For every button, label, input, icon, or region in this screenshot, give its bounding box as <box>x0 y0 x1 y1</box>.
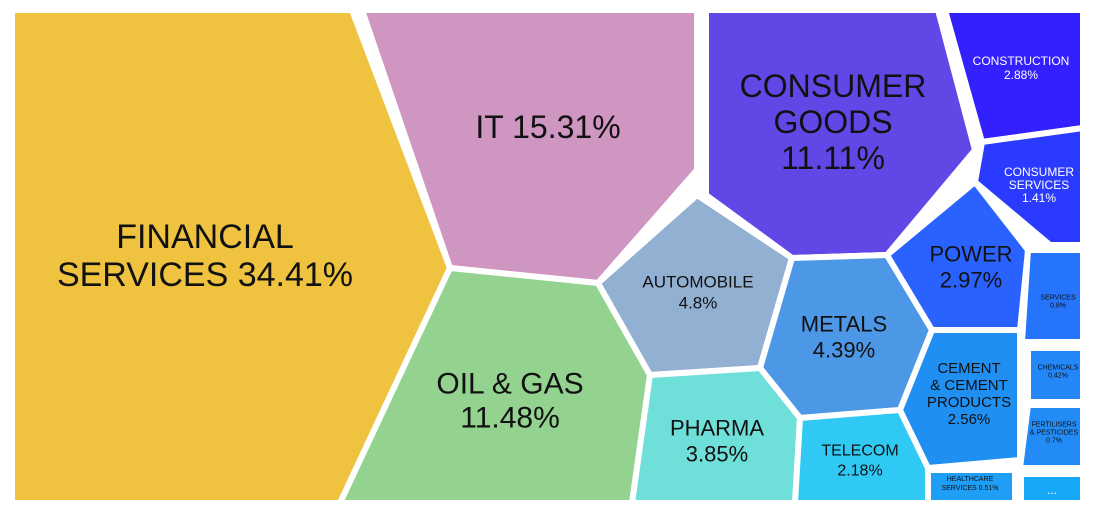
cell-label-fertilisers-and-pesticides-line-1: FERTILISERS <box>1032 421 1077 428</box>
cell-label-pharma-line-2: 3.85% <box>686 442 748 467</box>
cell-label-construction-line-1: CONSTRUCTION <box>973 54 1070 68</box>
cell-more[interactable] <box>1018 471 1086 506</box>
cell-label-pharma-line-1: PHARMA <box>670 416 764 441</box>
cell-label-chemicals-line-2: 0.42% <box>1048 372 1068 379</box>
cell-label-healthcare-services-line-1: HEALTHCARE <box>947 476 994 483</box>
cell-label-fertilisers-and-pesticides-line-3: 0.7% <box>1046 437 1062 444</box>
cell-label-cement-and-cement-products-line-3: PRODUCTS <box>927 394 1011 411</box>
cell-label-consumer-goods-line-3: 11.11% <box>781 140 885 176</box>
cell-fertilisers-and-pesticides[interactable] <box>1017 402 1086 471</box>
cell-label-healthcare-services-line-2: SERVICES 0.51% <box>941 485 998 492</box>
cell-label-services-line-2: 0.8% <box>1050 302 1066 309</box>
cell-label-services-line-1: SERVICES <box>1040 294 1076 301</box>
cell-cement-and-cement-products[interactable] <box>897 327 1023 471</box>
cell-label-automobile-line-1: AUTOMOBILE <box>642 272 753 291</box>
cell-label-financial-services-line-1: FINANCIAL <box>116 218 294 256</box>
cell-label-metals-line-2: 4.39% <box>813 338 875 363</box>
cell-label-cement-and-cement-products-line-4: 2.56% <box>948 411 991 428</box>
cell-label-oil-and-gas-line-1: OIL & GAS <box>436 368 583 401</box>
cell-label-chemicals-line-1: CHEMICALS <box>1038 364 1079 371</box>
cell-label-oil-and-gas-line-2: 11.48% <box>460 402 560 435</box>
cell-it[interactable] <box>359 7 700 286</box>
cell-label-power-line-2: 2.97% <box>940 268 1002 293</box>
cell-label-consumer-services-line-3: 1.41% <box>1022 191 1056 205</box>
cell-label-consumer-goods-line-2: GOODS <box>773 104 892 140</box>
cell-services[interactable] <box>1019 247 1086 345</box>
cell-label-construction-line-2: 2.88% <box>1004 68 1038 82</box>
cell-label-power-line-1: POWER <box>929 242 1012 267</box>
chart-cells <box>9 7 1086 506</box>
cell-label-consumer-goods-line-1: CONSUMER <box>740 68 927 104</box>
cell-label-financial-services-line-2: SERVICES 34.41% <box>57 256 353 294</box>
cell-label-it-line-1: IT 15.31% <box>475 109 620 145</box>
cell-healthcare-services[interactable] <box>925 467 1018 506</box>
cell-label-cement-and-cement-products-line-1: CEMENT <box>937 360 1000 377</box>
cell-label-automobile-line-2: 4.8% <box>679 293 718 312</box>
cell-label-telecom-line-2: 2.18% <box>837 463 882 480</box>
cell-label-cement-and-cement-products-line-2: & CEMENT <box>930 377 1008 394</box>
cell-label-telecom-line-1: TELECOM <box>821 443 898 460</box>
cell-label-consumer-services-line-1: CONSUMER <box>1004 165 1074 179</box>
cell-consumer-services[interactable] <box>972 125 1086 248</box>
cell-label-fertilisers-and-pesticides-line-2: & PESTICIDES <box>1030 429 1079 436</box>
cell-label-metals-line-1: METALS <box>801 312 887 337</box>
cell-label-more-line-1: ... <box>1047 483 1057 497</box>
cell-label-consumer-services-line-2: SERVICES <box>1009 178 1069 192</box>
